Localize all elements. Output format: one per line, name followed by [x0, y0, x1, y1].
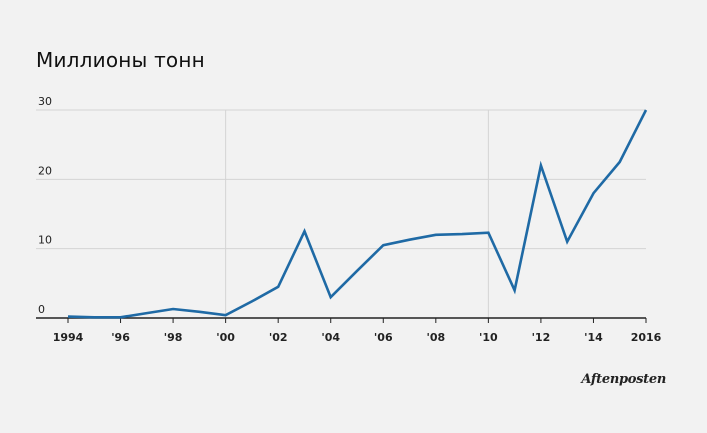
x-tick-labels: 1994 '96 '98 '00 '02 '04 '06 '08 '10 '12 '14 2016: [53, 331, 662, 344]
y-tick-label: 20: [38, 164, 52, 177]
x-tick-label: '08: [426, 331, 445, 344]
aftenposten-logo: Aftenposten: [581, 372, 666, 387]
x-tick-label: '06: [374, 331, 393, 344]
x-tick-label: '98: [164, 331, 183, 344]
x-tick-label: '14: [584, 331, 603, 344]
x-tick-label: '12: [532, 331, 551, 344]
x-tick-label: 2016: [631, 331, 662, 344]
x-tick-label: '02: [269, 331, 288, 344]
y-tick-labels: 0 10 20 30: [38, 95, 52, 316]
y-tick-label: 30: [38, 95, 52, 108]
y-tick-label: 0: [38, 303, 45, 316]
x-tick-label: '00: [216, 331, 235, 344]
x-tick-label: '96: [111, 331, 130, 344]
y-tick-label: 10: [38, 234, 52, 247]
chart-title: Миллионы тонн: [36, 48, 205, 72]
x-tick-label: '04: [321, 331, 340, 344]
x-axis: [36, 317, 647, 323]
series-line: [67, 109, 648, 319]
gridlines: [36, 109, 646, 318]
x-tick-label: 1994: [53, 331, 84, 344]
x-tick-label: '10: [479, 331, 498, 344]
series-layer: [67, 109, 648, 319]
